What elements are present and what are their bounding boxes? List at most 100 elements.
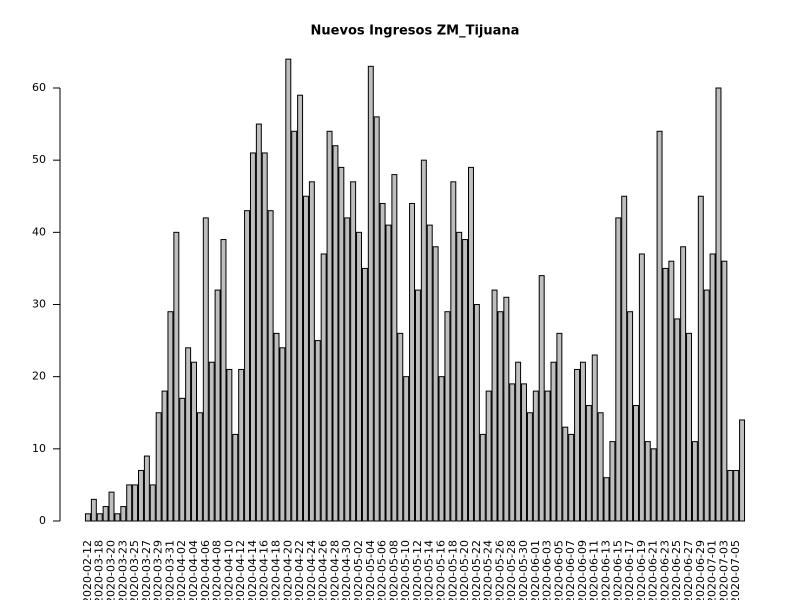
x-tick-label: 2020-06-25 [670,540,683,600]
x-tick-label: 2020-04-22 [293,540,306,600]
bar [143,455,150,522]
x-tick-label: 2020-04-28 [328,540,341,600]
bar [420,159,427,522]
bar [497,311,504,522]
bar [503,296,510,522]
bar [261,152,268,522]
bar [450,181,457,522]
bar [108,491,115,522]
x-tick-label: 2020-02-12 [81,540,94,600]
bar [320,253,327,522]
x-tick-label: 2020-06-19 [635,540,648,600]
x-tick-label: 2020-05-20 [458,540,471,600]
x-tick-label: 2020-03-23 [116,540,129,600]
bar [249,152,256,522]
x-tick-label: 2020-04-04 [187,540,200,600]
bar [397,332,404,522]
bar [373,116,380,522]
x-tick-label: 2020-03-29 [152,540,165,600]
x-tick-label: 2020-05-26 [493,540,506,600]
bar [703,289,710,522]
bar [344,217,351,522]
bar [226,368,233,522]
bar [326,130,333,522]
bar [403,376,410,522]
bar [485,390,492,522]
bar [297,94,304,522]
bar [238,368,245,522]
x-tick-label: 2020-05-14 [423,540,436,600]
bar [155,412,162,522]
x-tick-label: 2020-07-03 [717,540,730,600]
bar [314,340,321,522]
bar [574,368,581,522]
x-tick-label: 2020-07-05 [729,540,742,600]
x-tick-label: 2020-04-26 [317,540,330,600]
x-tick-label: 2020-03-25 [128,540,141,600]
x-tick-label: 2020-05-24 [482,540,495,600]
bar [379,202,386,522]
x-tick-label: 2020-04-06 [199,540,212,600]
bar [668,260,675,522]
x-tick-label: 2020-03-27 [140,540,153,600]
bar [697,195,704,522]
x-tick-label: 2020-04-10 [222,540,235,600]
x-tick-label: 2020-06-23 [658,540,671,600]
bar [621,195,628,522]
bar [361,267,368,522]
bar [185,347,192,522]
bar [615,217,622,522]
x-tick-label: 2020-04-08 [211,540,224,600]
bar [267,210,274,522]
x-tick-label: 2020-06-27 [682,540,695,600]
x-tick-label: 2020-05-08 [387,540,400,600]
bar [650,448,657,522]
bar [308,181,315,522]
bar [90,498,97,522]
bar [674,318,681,522]
x-tick-label: 2020-04-02 [175,540,188,600]
bar [491,289,498,522]
bar [367,65,374,522]
bar [356,231,362,522]
bar [208,361,215,522]
bar [468,166,474,522]
x-tick-label: 2020-04-20 [281,540,294,600]
bar [733,469,740,522]
bar [138,469,144,522]
bar [633,405,639,522]
bar [456,231,463,522]
bar [462,239,469,522]
bar [627,311,634,522]
x-tick-label: 2020-05-18 [446,540,459,600]
bar [715,87,722,522]
bar [515,361,522,522]
y-tick-label: 10 [32,442,46,455]
bar [126,484,133,522]
x-tick-label: 2020-03-18 [93,540,106,600]
bar [638,253,645,522]
x-tick-label: 2020-03-20 [105,540,118,600]
bar [591,354,598,522]
bar [691,441,698,522]
bar [585,405,592,522]
bar [179,397,186,522]
bar [550,361,557,522]
x-tick-label: 2020-04-30 [340,540,353,600]
y-tick-label: 40 [32,225,46,238]
bar [285,58,292,522]
x-tick-label: 2020-06-21 [647,540,660,600]
bar [232,433,239,522]
bar [202,217,209,522]
bar [603,477,610,522]
bar [656,130,663,522]
bar [568,433,575,522]
x-tick-label: 2020-05-04 [364,540,377,600]
bar [214,289,221,522]
bar [196,412,203,522]
bar [414,289,421,522]
x-tick-label: 2020-06-13 [600,540,613,600]
bar [149,484,156,522]
bar [338,166,345,522]
